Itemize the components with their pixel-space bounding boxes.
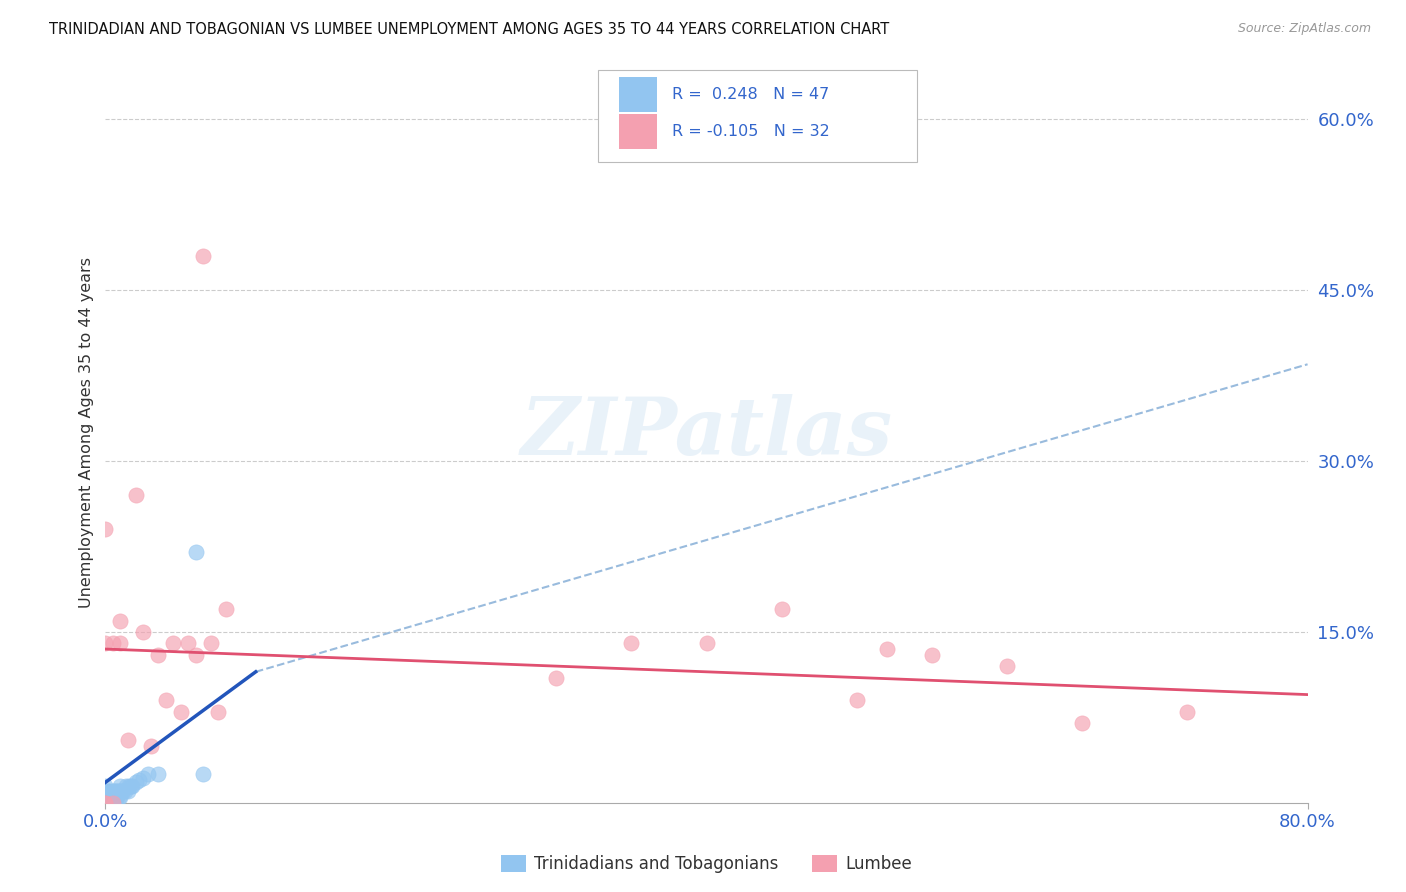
- Point: [136, 767, 159, 781]
- Point: [94, 796, 117, 810]
- Point: [94, 796, 117, 810]
- Point: [121, 779, 143, 793]
- Point: [94, 790, 117, 805]
- Point: [107, 790, 129, 805]
- Legend: Trinidadians and Tobagonians, Lumbee: Trinidadians and Tobagonians, Lumbee: [495, 848, 918, 880]
- Point: [94, 796, 117, 810]
- Point: [921, 648, 943, 662]
- Point: [124, 488, 146, 502]
- Bar: [619, 77, 657, 112]
- Point: [108, 790, 131, 805]
- Point: [620, 636, 643, 650]
- Point: [124, 775, 146, 789]
- Point: [114, 784, 136, 798]
- Point: [101, 790, 124, 805]
- Point: [97, 784, 120, 798]
- Point: [214, 602, 236, 616]
- Point: [995, 659, 1018, 673]
- Point: [100, 796, 122, 810]
- Point: [101, 784, 124, 798]
- Point: [97, 796, 120, 810]
- Point: [117, 733, 139, 747]
- Point: [107, 784, 129, 798]
- Point: [94, 796, 117, 810]
- Point: [132, 771, 155, 785]
- Point: [100, 790, 122, 805]
- Point: [101, 636, 124, 650]
- Point: [94, 790, 117, 805]
- Text: TRINIDADIAN AND TOBAGONIAN VS LUMBEE UNEMPLOYMENT AMONG AGES 35 TO 44 YEARS CORR: TRINIDADIAN AND TOBAGONIAN VS LUMBEE UNE…: [49, 22, 890, 37]
- Point: [103, 784, 125, 798]
- Text: R =  0.248   N = 47: R = 0.248 N = 47: [672, 87, 830, 102]
- Point: [110, 636, 132, 650]
- Point: [117, 784, 139, 798]
- Point: [184, 648, 207, 662]
- Point: [94, 784, 117, 798]
- Point: [162, 636, 184, 650]
- Point: [104, 784, 127, 798]
- Point: [97, 790, 120, 805]
- Point: [108, 784, 131, 798]
- Point: [98, 796, 121, 810]
- Point: [94, 796, 117, 810]
- Point: [98, 784, 121, 798]
- Y-axis label: Unemployment Among Ages 35 to 44 years: Unemployment Among Ages 35 to 44 years: [79, 257, 94, 608]
- Point: [169, 705, 191, 719]
- Point: [696, 636, 718, 650]
- Point: [110, 784, 132, 798]
- Point: [94, 779, 117, 793]
- Point: [876, 642, 898, 657]
- Point: [94, 796, 117, 810]
- Text: R = -0.105   N = 32: R = -0.105 N = 32: [672, 124, 830, 139]
- Text: ZIPatlas: ZIPatlas: [520, 394, 893, 471]
- Point: [98, 790, 121, 805]
- Point: [101, 796, 124, 810]
- Point: [139, 739, 162, 753]
- Point: [111, 784, 134, 798]
- Point: [101, 796, 124, 810]
- Text: Source: ZipAtlas.com: Source: ZipAtlas.com: [1237, 22, 1371, 36]
- FancyBboxPatch shape: [599, 70, 917, 162]
- Point: [146, 767, 169, 781]
- Point: [200, 636, 222, 650]
- Point: [94, 523, 117, 537]
- Point: [155, 693, 177, 707]
- Point: [1175, 705, 1198, 719]
- Point: [1071, 716, 1094, 731]
- Point: [128, 772, 150, 787]
- Point: [146, 648, 169, 662]
- Point: [132, 624, 155, 639]
- Point: [120, 779, 142, 793]
- Point: [207, 705, 229, 719]
- Point: [94, 784, 117, 798]
- Point: [112, 784, 135, 798]
- Point: [110, 790, 132, 805]
- Point: [845, 693, 868, 707]
- Point: [103, 790, 125, 805]
- Point: [94, 796, 117, 810]
- Point: [110, 614, 132, 628]
- Point: [770, 602, 793, 616]
- Point: [104, 790, 127, 805]
- Point: [177, 636, 200, 650]
- Point: [94, 636, 117, 650]
- Point: [118, 779, 141, 793]
- Point: [191, 249, 214, 263]
- Point: [110, 779, 132, 793]
- Point: [191, 767, 214, 781]
- Bar: [619, 113, 657, 149]
- Point: [184, 545, 207, 559]
- Point: [546, 671, 568, 685]
- Point: [115, 779, 138, 793]
